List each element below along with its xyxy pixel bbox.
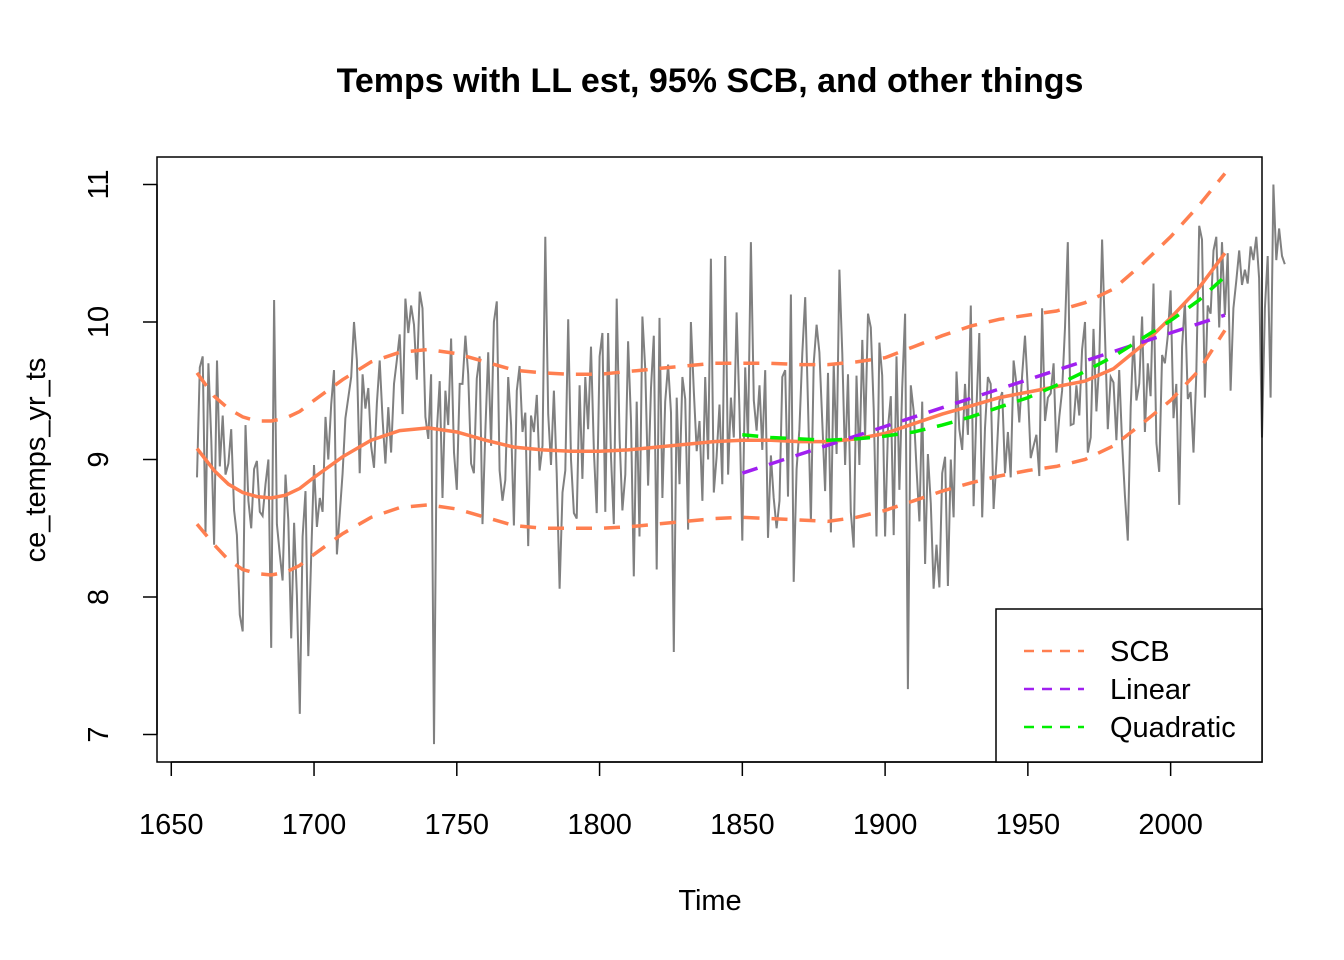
legend-label-scb: SCB xyxy=(1110,636,1170,668)
x-tick-label: 1650 xyxy=(139,809,204,841)
series-line-raw xyxy=(196,184,1286,745)
series-line-scb-lower xyxy=(195,329,1227,577)
x-tick-label: 1800 xyxy=(567,809,632,841)
series-line-scb-upper xyxy=(195,172,1227,423)
legend-label-linear: Linear xyxy=(1110,674,1191,706)
x-tick-label: 1700 xyxy=(282,809,347,841)
y-axis: 7 8 9 10 11 xyxy=(83,169,158,743)
legend-box xyxy=(995,608,1263,763)
series-line-quadratic xyxy=(742,275,1227,442)
plot-area xyxy=(195,172,1286,745)
y-tick-label: 7 xyxy=(83,726,115,742)
x-tick-label: 2000 xyxy=(1138,809,1203,841)
series-line-ll-estimate xyxy=(195,252,1227,500)
x-axis: 1650 1700 1750 1800 1850 1900 1950 2000 xyxy=(139,761,1203,841)
legend: SCB Linear Quadratic xyxy=(995,608,1263,763)
y-tick-label: 8 xyxy=(83,589,115,605)
legend-label-quadratic: Quadratic xyxy=(1110,712,1236,744)
chart-title: Temps with LL est, 95% SCB, and other th… xyxy=(337,62,1084,100)
series-line-linear xyxy=(741,313,1226,475)
x-tick-label: 1850 xyxy=(710,809,775,841)
y-tick-label: 11 xyxy=(83,169,115,199)
y-tick-label: 9 xyxy=(83,451,115,467)
x-tick-label: 1900 xyxy=(853,809,918,841)
y-axis-label: ce_temps_yr_ts xyxy=(20,358,52,563)
x-tick-label: 1950 xyxy=(996,809,1061,841)
x-tick-label: 1750 xyxy=(425,809,490,841)
y-tick-label: 10 xyxy=(83,306,115,338)
x-axis-label: Time xyxy=(678,885,741,917)
